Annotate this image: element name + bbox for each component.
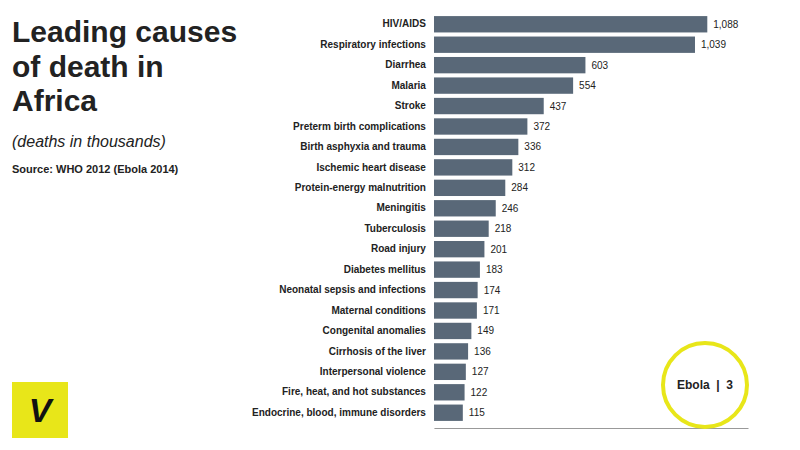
bars bbox=[434, 16, 707, 421]
data-label: 554 bbox=[579, 80, 596, 91]
bar bbox=[434, 118, 527, 134]
y-tick: Diabetes mellitus bbox=[344, 264, 427, 275]
y-tick-label: Diabetes mellitus bbox=[344, 264, 427, 275]
y-tick: Respiratory infections bbox=[320, 39, 426, 50]
logo-box bbox=[12, 382, 68, 438]
y-tick: Birth asphyxia and trauma bbox=[300, 141, 426, 152]
data-label: 1,039 bbox=[701, 39, 726, 50]
bar bbox=[434, 221, 489, 237]
y-tick: Fire, heat, and hot substances bbox=[282, 386, 426, 397]
y-tick-label: Birth asphyxia and trauma bbox=[300, 141, 426, 152]
y-tick-label: Endocrine, blood, immune disorders bbox=[252, 407, 426, 418]
data-label: 201 bbox=[490, 244, 507, 255]
data-label: 603 bbox=[591, 60, 608, 71]
y-tick-label: Respiratory infections bbox=[320, 39, 426, 50]
bar bbox=[434, 343, 468, 359]
y-tick: Preterm birth complications bbox=[293, 121, 426, 132]
bar bbox=[434, 405, 463, 421]
y-tick-label: Maternal conditions bbox=[331, 305, 426, 316]
y-tick-label: Ischemic heart disease bbox=[316, 162, 426, 173]
bar bbox=[434, 37, 695, 53]
bar bbox=[434, 180, 505, 196]
y-tick-label: Diarrhea bbox=[385, 59, 426, 70]
y-axis: HIV/AIDS Respiratory infections Diarrhea Ma… bbox=[252, 18, 426, 417]
data-label: 115 bbox=[469, 407, 485, 418]
data-label: 183 bbox=[486, 264, 503, 275]
bar bbox=[434, 282, 478, 298]
y-tick: Interpersonal violence bbox=[320, 366, 427, 377]
y-tick: Road injury bbox=[371, 243, 426, 254]
data-label: 136 bbox=[474, 346, 491, 357]
chart: Leading causes of death in Africa (deaths… bbox=[0, 0, 800, 450]
bar bbox=[434, 16, 707, 32]
data-label: 312 bbox=[518, 162, 535, 173]
y-tick: Ischemic heart disease bbox=[316, 162, 426, 173]
y-tick: Endocrine, blood, immune disorders bbox=[252, 407, 426, 418]
annotation: Ebola | 3 bbox=[677, 378, 733, 392]
data-label: 122 bbox=[471, 387, 488, 398]
background bbox=[0, 0, 800, 450]
data-label: 246 bbox=[502, 203, 519, 214]
logo-text: V bbox=[29, 391, 55, 429]
y-tick-label: Protein-energy malnutrition bbox=[295, 182, 426, 193]
bar bbox=[434, 98, 544, 114]
y-tick: Cirrhosis of the liver bbox=[329, 346, 426, 357]
title: Leading causes of death in Africa bbox=[12, 15, 245, 117]
y-tick-label: HIV/AIDS bbox=[383, 18, 427, 29]
bar bbox=[434, 57, 586, 73]
data-labels: 1,088 1,039 603 554 437372 336 312 284 246 218 201… bbox=[469, 19, 739, 418]
y-tick-label: Fire, heat, and hot substances bbox=[282, 386, 426, 397]
bar bbox=[434, 200, 496, 216]
y-tick: Stroke bbox=[395, 100, 427, 111]
y-tick-label: Preterm birth complications bbox=[293, 121, 426, 132]
y-tick: Meningitis bbox=[376, 202, 426, 213]
y-tick-label: Interpersonal violence bbox=[320, 366, 427, 377]
data-label: 171 bbox=[483, 305, 500, 316]
y-tick-label: Malaria bbox=[391, 80, 426, 91]
y-tick: Protein-energy malnutrition bbox=[295, 182, 426, 193]
bar bbox=[434, 77, 573, 93]
data-label: 372 bbox=[533, 121, 550, 132]
y-tick-label: Tuberculosis bbox=[364, 223, 426, 234]
y-tick: HIV/AIDS bbox=[383, 18, 427, 29]
y-tick: Congenital anomalies bbox=[323, 325, 427, 336]
y-tick: Malaria bbox=[391, 80, 426, 91]
y-tick-label: Cirrhosis of the liver bbox=[329, 346, 426, 357]
bar bbox=[434, 261, 480, 277]
y-tick-label: Congenital anomalies bbox=[323, 325, 427, 336]
bar bbox=[434, 159, 512, 175]
y-tick-label: Stroke bbox=[395, 100, 427, 111]
y-tick-label: Road injury bbox=[371, 243, 426, 254]
data-label: 1,088 bbox=[713, 19, 738, 30]
y-tick-label: Meningitis bbox=[376, 202, 426, 213]
data-label: 284 bbox=[511, 182, 528, 193]
y-tick: Maternal conditions bbox=[331, 305, 426, 316]
y-tick: Tuberculosis bbox=[364, 223, 426, 234]
y-tick-label: Neonatal sepsis and infections bbox=[279, 284, 426, 295]
annotation-circle bbox=[663, 343, 747, 427]
data-label: 218 bbox=[495, 223, 512, 234]
bar bbox=[434, 302, 477, 318]
y-tick: Neonatal sepsis and infections bbox=[279, 284, 426, 295]
y-tick: Diarrhea bbox=[385, 59, 426, 70]
data-label: 127 bbox=[472, 366, 489, 377]
bar bbox=[434, 241, 485, 257]
bar bbox=[434, 323, 471, 339]
subtitle: (deaths in thousands) bbox=[12, 133, 166, 150]
bar bbox=[434, 384, 465, 400]
data-label: 149 bbox=[477, 325, 494, 336]
data-label: 174 bbox=[484, 285, 501, 296]
bar bbox=[434, 139, 518, 155]
source: Source: WHO 2012 (Ebola 2014) bbox=[12, 163, 179, 175]
data-label: 336 bbox=[524, 141, 541, 152]
data-label: 437 bbox=[550, 101, 567, 112]
bar bbox=[434, 364, 466, 380]
